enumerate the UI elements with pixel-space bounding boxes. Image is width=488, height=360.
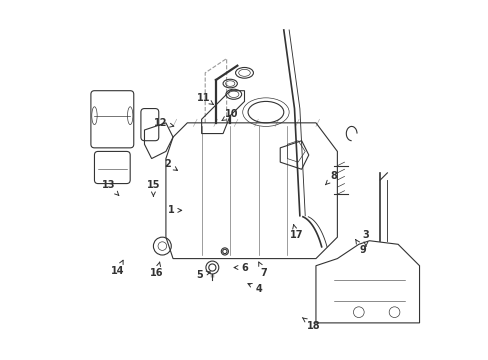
Text: 16: 16 xyxy=(150,262,163,278)
Text: 7: 7 xyxy=(258,262,267,278)
Text: 1: 1 xyxy=(167,205,182,215)
Text: 5: 5 xyxy=(196,270,210,280)
Text: 10: 10 xyxy=(222,109,238,121)
Text: 6: 6 xyxy=(234,262,247,273)
Text: 3: 3 xyxy=(362,230,368,246)
Text: 14: 14 xyxy=(111,260,124,276)
Text: 18: 18 xyxy=(302,318,320,332)
Text: 2: 2 xyxy=(164,159,177,171)
Text: 17: 17 xyxy=(289,225,303,240)
Text: 9: 9 xyxy=(355,239,365,255)
Text: 13: 13 xyxy=(102,180,119,195)
Text: 15: 15 xyxy=(146,180,160,196)
Text: 4: 4 xyxy=(247,284,262,294)
Text: 12: 12 xyxy=(154,118,173,128)
Text: 8: 8 xyxy=(325,171,337,185)
Text: 11: 11 xyxy=(196,93,213,104)
